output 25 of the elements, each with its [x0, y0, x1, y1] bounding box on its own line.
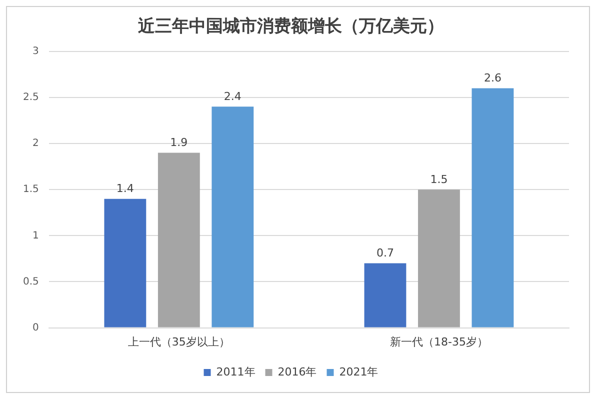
data-label: 1.5	[430, 172, 448, 186]
chart-title: 近三年中国城市消费额增长（万亿美元）	[137, 16, 444, 37]
bar	[418, 190, 460, 328]
y-tick-label: 0.5	[22, 276, 39, 288]
y-tick-label: 2.5	[22, 92, 39, 104]
x-tick-label: 新一代（18-35岁）	[390, 335, 488, 348]
y-tick-label: 1	[32, 230, 39, 242]
legend-label: 2011年	[216, 365, 256, 378]
data-label: 2.6	[484, 72, 502, 85]
data-label: 2.4	[224, 90, 242, 104]
data-label: 1.9	[170, 136, 188, 150]
y-tick-label: 0	[32, 322, 39, 334]
y-tick-label: 1.5	[22, 184, 39, 196]
bar	[472, 88, 514, 328]
x-tick-label: 上一代（35岁以上）	[128, 335, 230, 348]
y-tick-label: 3	[32, 46, 39, 57]
data-label: 1.4	[116, 182, 134, 196]
y-tick-label: 2	[32, 138, 39, 150]
bar	[158, 152, 200, 328]
data-label: 0.7	[376, 246, 394, 260]
bar	[364, 263, 406, 328]
bar	[212, 106, 254, 328]
legend-label: 2021年	[339, 365, 378, 378]
bar	[104, 198, 146, 328]
legend-label: 2016年	[278, 365, 317, 378]
